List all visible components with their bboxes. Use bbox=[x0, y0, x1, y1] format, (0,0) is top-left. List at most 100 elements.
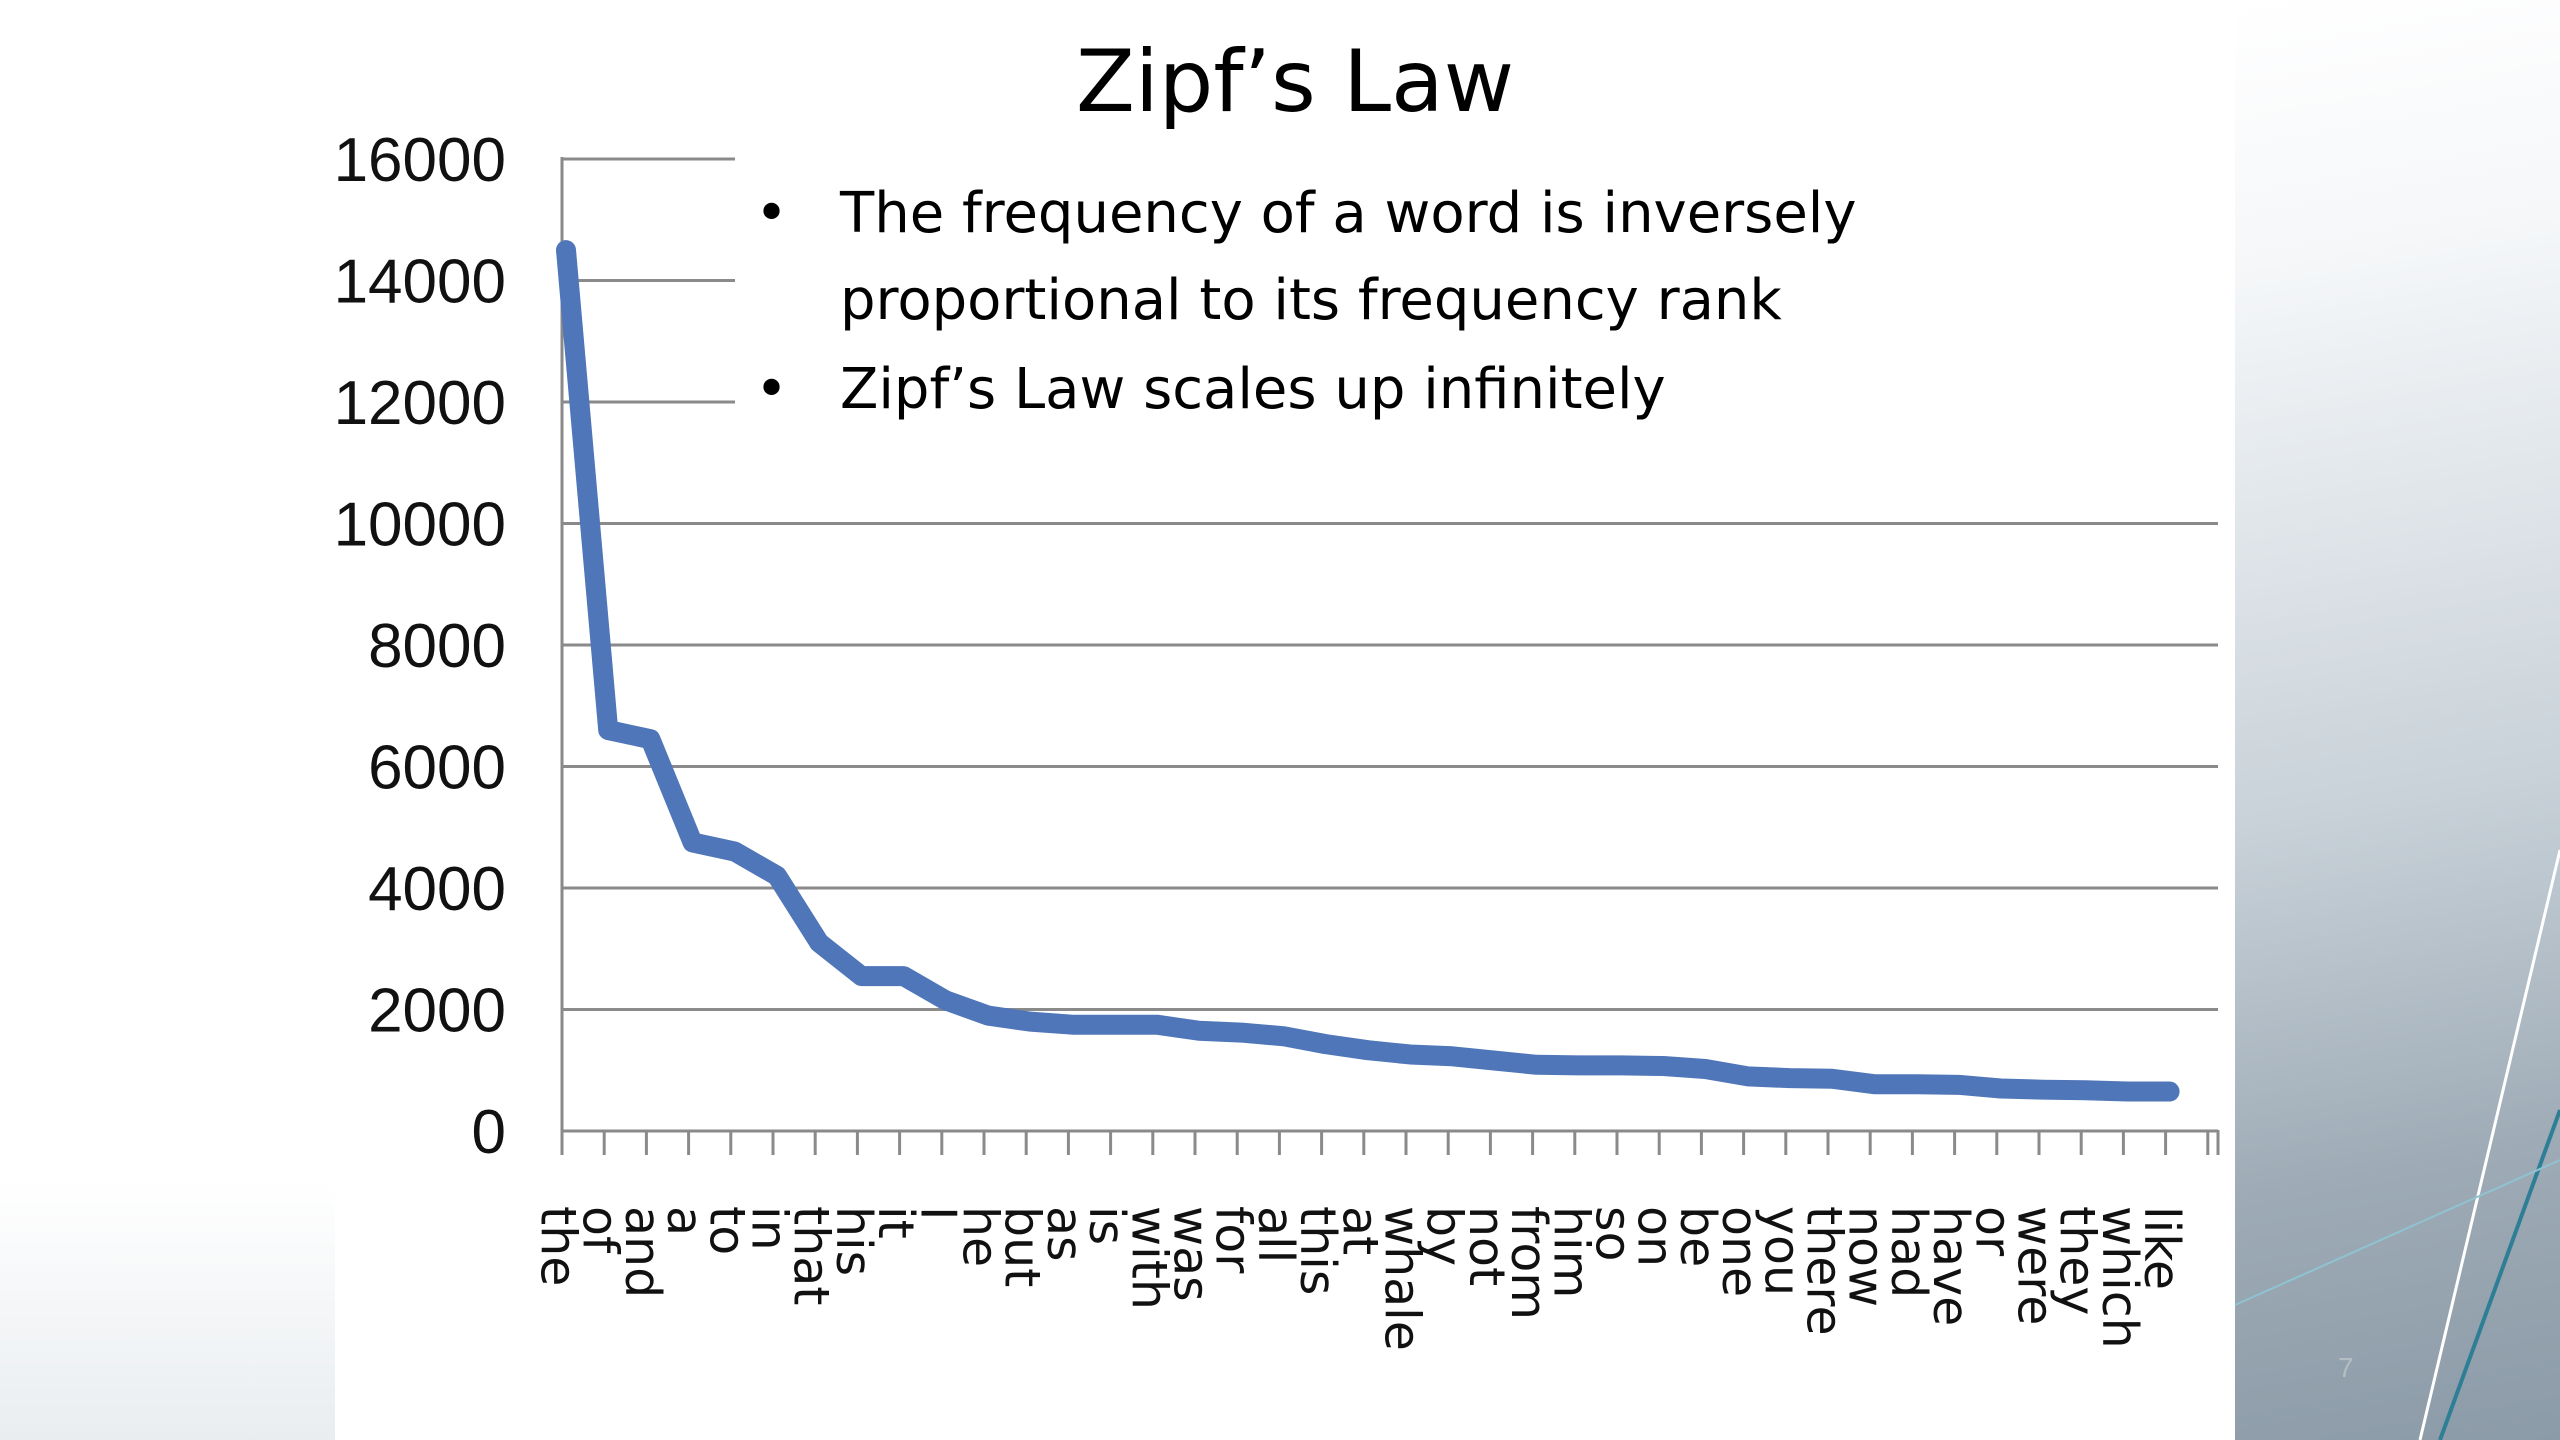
x-tick-label: by bbox=[1416, 1206, 1473, 1266]
page-number: 7 bbox=[2338, 1352, 2354, 1383]
y-tick-label: 6000 bbox=[368, 734, 506, 803]
decorative-stripe-white bbox=[2418, 849, 2560, 1440]
data-point bbox=[1781, 1070, 1798, 1087]
data-point bbox=[895, 968, 912, 985]
x-tick-label: it bbox=[867, 1206, 924, 1239]
data-point bbox=[853, 968, 870, 985]
data-point bbox=[2119, 1083, 2136, 1100]
background-right-panel bbox=[2235, 0, 2560, 1440]
x-tick-label: they bbox=[2049, 1206, 2106, 1315]
data-point bbox=[1908, 1076, 1925, 1093]
x-tick-label: I bbox=[909, 1206, 966, 1220]
decorative-stripe-teal bbox=[2438, 1109, 2560, 1440]
x-tick-label: for bbox=[1205, 1206, 1262, 1274]
data-point bbox=[1359, 1042, 1376, 1059]
x-tick-label: in bbox=[741, 1206, 798, 1251]
data-point bbox=[1106, 1016, 1123, 1033]
y-tick-label: 0 bbox=[472, 1098, 506, 1167]
x-tick-label: there bbox=[1796, 1206, 1853, 1336]
data-point bbox=[1275, 1028, 1292, 1045]
bullet-item: • The frequency of a word is inversely p… bbox=[755, 170, 2005, 344]
x-tick-labels: theofandatointhathisitIhebutasiswithwasf… bbox=[530, 1206, 2191, 1351]
x-tick-label: at bbox=[1331, 1206, 1388, 1255]
x-tick-label: a bbox=[656, 1206, 713, 1236]
data-point bbox=[937, 992, 954, 1009]
x-tick-label: he bbox=[952, 1206, 1009, 1267]
x-tick-label: or bbox=[1964, 1206, 2021, 1257]
x-tick-label: all bbox=[1247, 1206, 1304, 1263]
x-tick-label: now bbox=[1838, 1206, 1895, 1307]
data-point bbox=[769, 867, 785, 884]
x-tick-label: with bbox=[1120, 1206, 1177, 1310]
x-tick-label: like bbox=[2133, 1206, 2190, 1290]
data-point bbox=[642, 731, 659, 748]
axes bbox=[560, 157, 2220, 1155]
data-point bbox=[1148, 1016, 1165, 1033]
data-point bbox=[1950, 1076, 1967, 1093]
x-tick-label: was bbox=[1163, 1206, 1220, 1302]
data-point bbox=[558, 242, 574, 259]
x-tick-label: were bbox=[2007, 1206, 2064, 1325]
x-tick-label: as bbox=[1036, 1206, 1093, 1262]
data-point bbox=[2035, 1081, 2051, 1098]
x-tick-label: which bbox=[2091, 1206, 2148, 1349]
data-point bbox=[1191, 1022, 1207, 1039]
slide-title: Zipf’s Law bbox=[1075, 32, 1515, 132]
x-tick-label: had bbox=[1880, 1206, 1937, 1298]
x-tick-label: from bbox=[1500, 1206, 1557, 1320]
x-tick-label: but bbox=[994, 1206, 1051, 1287]
data-point bbox=[1697, 1061, 1714, 1078]
bullet-dot-icon: • bbox=[755, 357, 789, 422]
data-point bbox=[1824, 1070, 1840, 1087]
data-point bbox=[1486, 1052, 1503, 1069]
data-point bbox=[1444, 1048, 1461, 1065]
y-tick-label: 10000 bbox=[334, 491, 506, 560]
x-tick-label: this bbox=[1289, 1206, 1346, 1295]
data-point bbox=[1613, 1057, 1629, 1074]
y-tick-label: 12000 bbox=[334, 369, 506, 438]
data-point bbox=[1866, 1076, 1883, 1093]
data-point bbox=[1233, 1024, 1250, 1041]
x-tick-label: to bbox=[698, 1206, 755, 1255]
x-tick-label: you bbox=[1753, 1206, 1810, 1296]
x-tick-label: of bbox=[572, 1206, 629, 1255]
x-tick-label: that bbox=[783, 1206, 840, 1306]
bullet-list: • The frequency of a word is inversely p… bbox=[755, 170, 2005, 435]
x-tick-label: and bbox=[614, 1206, 671, 1298]
data-point bbox=[2077, 1082, 2094, 1099]
y-tick-label: 16000 bbox=[334, 126, 506, 195]
y-tick-label: 8000 bbox=[368, 612, 506, 681]
x-tick-label: on bbox=[1627, 1206, 1684, 1267]
data-point bbox=[811, 934, 828, 951]
data-point bbox=[2161, 1083, 2178, 1100]
gridlines bbox=[562, 157, 2218, 1011]
bullet-text: Zipf’s Law scales up infinitely bbox=[840, 357, 1666, 422]
data-point bbox=[1317, 1036, 1334, 1053]
decorative-stripe-light bbox=[2234, 1159, 2560, 1306]
y-tick-label: 2000 bbox=[368, 977, 506, 1046]
data-point bbox=[1570, 1057, 1587, 1074]
x-tick-label: be bbox=[1669, 1206, 1726, 1267]
data-point bbox=[726, 843, 743, 860]
bullet-item: • Zipf’s Law scales up infinitely bbox=[755, 346, 2005, 433]
data-point bbox=[684, 834, 701, 851]
background-left-shade bbox=[0, 0, 335, 1440]
x-tick-label: his bbox=[825, 1206, 882, 1276]
bullet-dot-icon: • bbox=[755, 181, 789, 246]
x-tick-label: whale bbox=[1374, 1206, 1431, 1351]
data-point bbox=[1992, 1080, 2009, 1097]
x-tick-label: have bbox=[1922, 1206, 1979, 1326]
data-point bbox=[600, 722, 617, 739]
data-point bbox=[1655, 1057, 1672, 1074]
y-tick-labels: 0 2000 4000 6000 8000 10000 12000 14000 16000 bbox=[334, 126, 506, 1167]
x-tick-label: the bbox=[530, 1206, 587, 1286]
data-point bbox=[1064, 1016, 1081, 1033]
data-point bbox=[1739, 1068, 1756, 1085]
x-tick-label: one bbox=[1711, 1206, 1768, 1297]
bullet-text: The frequency of a word is inversely pro… bbox=[840, 181, 1857, 333]
y-tick-label: 4000 bbox=[368, 855, 506, 924]
y-tick-label: 14000 bbox=[334, 248, 506, 317]
x-tick-label: so bbox=[1585, 1206, 1642, 1262]
